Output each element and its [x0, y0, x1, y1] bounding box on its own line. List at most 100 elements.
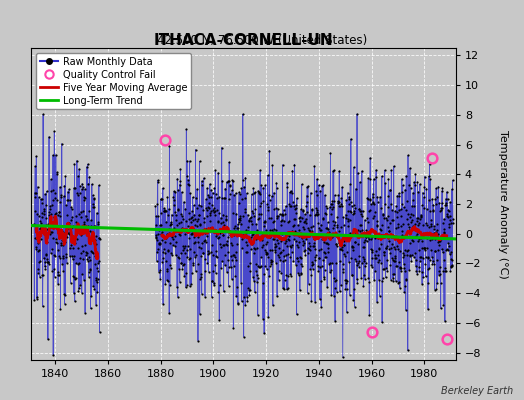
Point [314, 255, 323, 262]
Point [393, 209, 401, 216]
Point [152, 222, 160, 228]
Point [375, 277, 383, 283]
Point [324, 226, 332, 232]
Point [250, 289, 259, 296]
Point [177, 250, 185, 256]
Point [228, 256, 236, 263]
Point [312, 205, 321, 211]
Point [444, 214, 452, 220]
Point [313, 211, 322, 217]
Point [382, 244, 390, 251]
Point [222, 217, 230, 223]
Point [400, 247, 409, 254]
Point [395, 259, 403, 265]
Point [385, 228, 394, 234]
Point [162, 231, 171, 237]
Point [245, 217, 253, 223]
Point [309, 243, 318, 249]
Point [182, 281, 191, 288]
Point [323, 225, 332, 231]
Point [354, 227, 363, 233]
Point [214, 289, 223, 295]
Point [313, 192, 322, 198]
Point [199, 227, 207, 233]
Point [194, 202, 203, 208]
Point [346, 217, 355, 223]
Point [80, 277, 88, 283]
Point [182, 284, 190, 291]
Point [285, 218, 293, 224]
Point [312, 252, 320, 258]
Point [300, 226, 309, 232]
Point [196, 202, 205, 209]
Point [52, 220, 60, 227]
Point [287, 190, 296, 196]
Point [302, 236, 310, 242]
Point [287, 188, 295, 194]
Point [425, 161, 434, 167]
Point [73, 228, 82, 234]
Point [386, 201, 395, 207]
Point [268, 257, 276, 264]
Point [188, 270, 196, 276]
Point [291, 228, 299, 234]
Point [326, 269, 334, 276]
Point [199, 250, 207, 256]
Point [87, 217, 95, 223]
Point [416, 254, 424, 260]
Point [183, 247, 192, 253]
Point [232, 293, 241, 299]
Point [71, 239, 79, 246]
Point [244, 224, 252, 230]
Point [154, 231, 162, 238]
Point [73, 157, 81, 164]
Point [171, 189, 179, 195]
Point [388, 270, 397, 277]
Title: ITHACA-CORNELL-UN: ITHACA-CORNELL-UN [154, 33, 333, 48]
Point [412, 231, 421, 238]
Point [241, 195, 249, 201]
Point [222, 216, 231, 222]
Point [340, 242, 348, 248]
Point [434, 242, 443, 248]
Point [161, 280, 169, 287]
Point [71, 274, 80, 281]
Point [318, 236, 326, 242]
Point [154, 246, 162, 252]
Point [423, 222, 431, 229]
Point [324, 244, 333, 251]
Point [384, 192, 392, 199]
Point [232, 210, 241, 217]
Point [297, 254, 305, 261]
Point [302, 192, 311, 199]
Point [70, 184, 78, 191]
Point [389, 256, 398, 263]
Point [240, 294, 248, 300]
Point [362, 234, 370, 240]
Point [408, 197, 417, 203]
Point [82, 230, 91, 237]
Point [300, 239, 308, 246]
Point [352, 232, 361, 238]
Point [192, 252, 200, 258]
Point [410, 203, 418, 209]
Point [434, 246, 442, 253]
Point [325, 204, 334, 210]
Point [244, 211, 252, 218]
Point [209, 190, 217, 196]
Point [337, 244, 346, 250]
Point [65, 225, 73, 232]
Point [31, 163, 39, 170]
Point [430, 230, 439, 236]
Point [333, 234, 342, 241]
Point [415, 267, 423, 274]
Point [91, 252, 99, 259]
Point [335, 228, 344, 234]
Point [158, 259, 166, 265]
Point [228, 178, 237, 184]
Point [369, 198, 377, 205]
Point [221, 251, 230, 258]
Point [342, 212, 350, 218]
Point [442, 246, 451, 253]
Point [38, 272, 47, 278]
